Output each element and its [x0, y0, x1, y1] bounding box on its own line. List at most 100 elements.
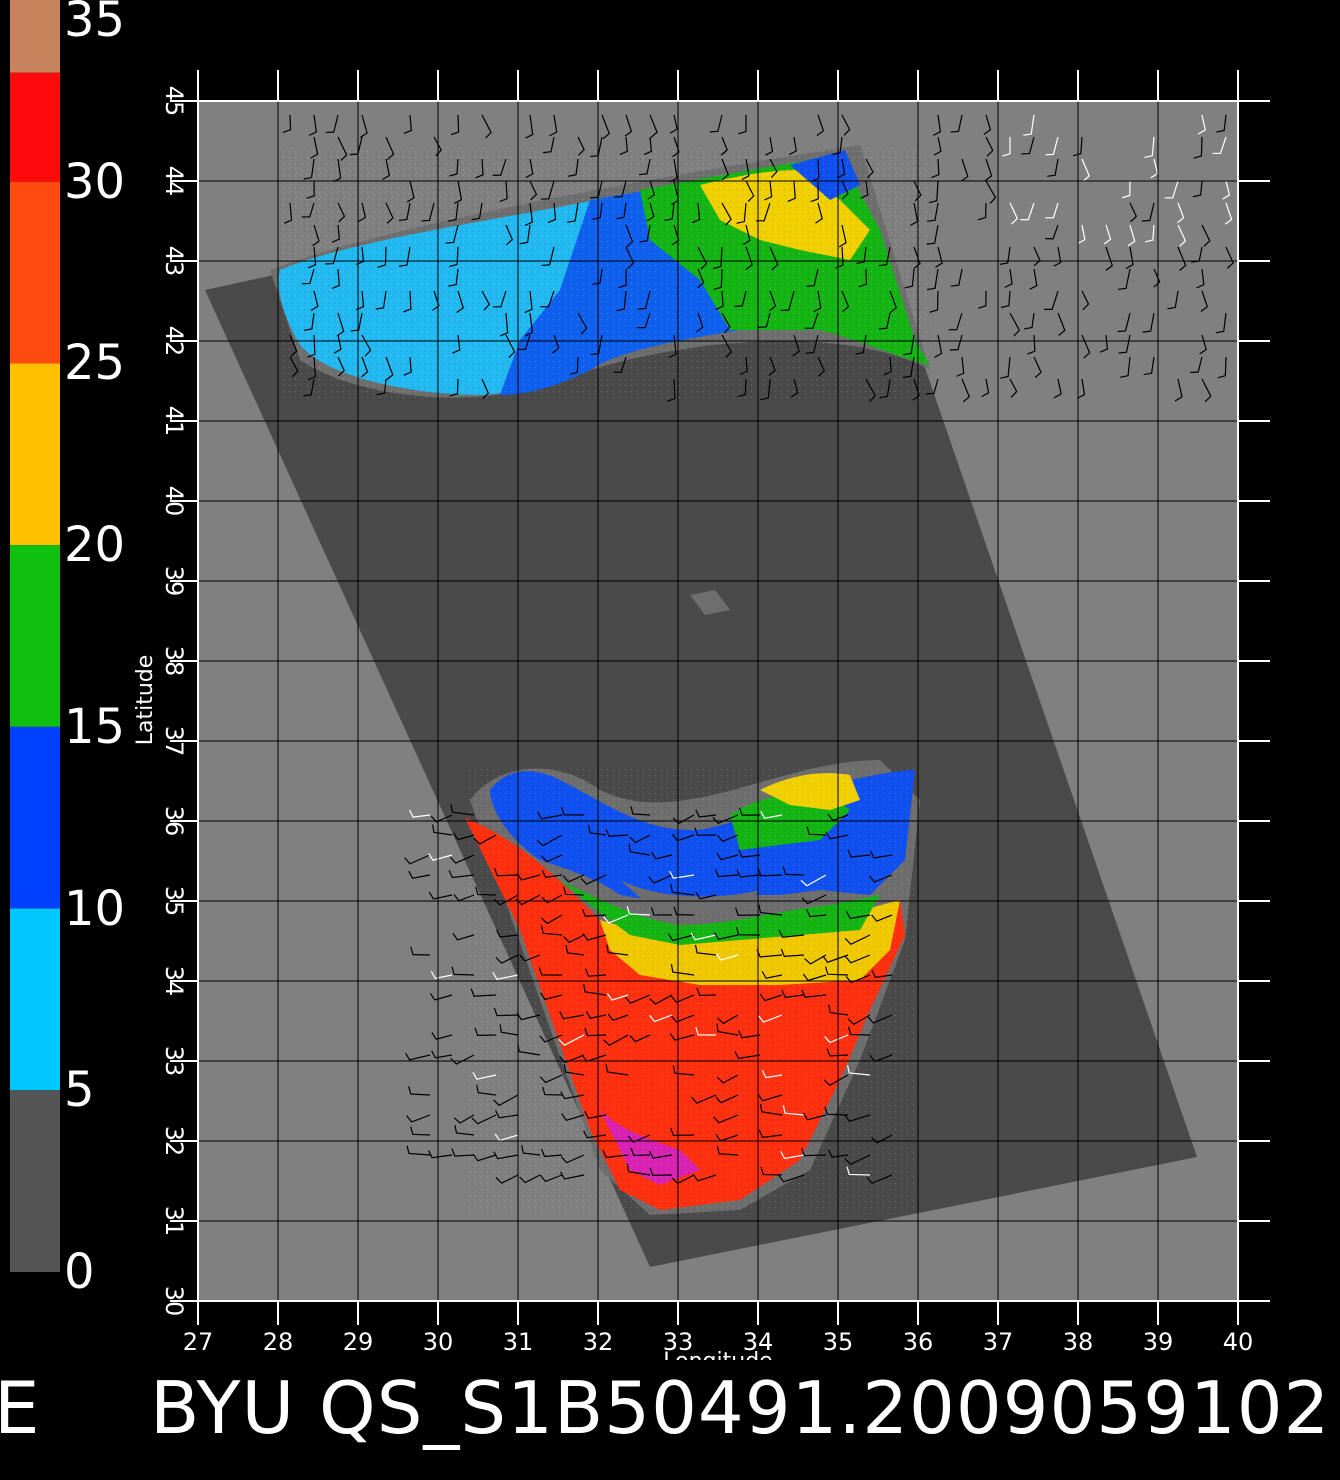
wind-barb	[524, 202, 533, 226]
wind-barb	[1045, 202, 1059, 219]
wind-barb	[977, 202, 987, 221]
wind-barb	[721, 202, 732, 226]
wind-barb	[606, 944, 629, 956]
wind-barb	[879, 378, 891, 399]
wind-barb	[649, 114, 658, 138]
wind-barb	[524, 312, 534, 337]
wind-barb	[449, 246, 459, 268]
colorbar-segment	[10, 72, 60, 182]
wind-barb	[669, 114, 678, 134]
wind-barb	[649, 1167, 673, 1176]
wind-barb	[481, 378, 490, 400]
wind-barb	[428, 891, 453, 900]
longitude-tick-label: 34	[743, 1328, 774, 1356]
wind-barb	[721, 158, 730, 181]
wind-barb	[494, 868, 519, 877]
wind-barbs	[282, 114, 1234, 1185]
wind-barb	[792, 334, 800, 357]
wind-barb	[827, 813, 849, 822]
wind-barb	[760, 1166, 783, 1176]
wind-barb	[949, 334, 963, 351]
wind-barb	[758, 1014, 783, 1023]
longitude-tick-label: 38	[1063, 1328, 1094, 1356]
wind-barb	[474, 1027, 497, 1036]
colorbar-segment	[10, 908, 60, 1091]
wind-barb	[282, 114, 292, 133]
wind-barb	[410, 1126, 431, 1136]
latitude-tick-label: 43	[160, 246, 188, 277]
wind-barb	[473, 834, 497, 845]
wind-barb	[828, 1149, 849, 1158]
wind-barb	[984, 158, 993, 182]
wind-barb	[563, 1064, 585, 1076]
wind-barb	[303, 378, 315, 397]
wind-barb	[540, 914, 563, 925]
wind-barb	[638, 158, 651, 176]
wind-barb	[778, 929, 805, 938]
wind-barb	[536, 834, 563, 847]
wind-barb	[961, 378, 971, 403]
wind-barb	[878, 312, 891, 330]
wind-barb	[1222, 180, 1231, 200]
wind-barb	[429, 992, 453, 1001]
wind-barb	[806, 268, 819, 287]
wind-barb	[696, 987, 717, 997]
wind-barb	[860, 180, 869, 199]
wind-barb	[1081, 158, 1090, 182]
wind-barb	[948, 312, 963, 331]
wind-barb	[1164, 180, 1179, 199]
wind-barb	[289, 334, 298, 357]
wind-barb	[577, 312, 588, 335]
wind-barb	[672, 834, 695, 842]
wind-barb	[613, 356, 627, 373]
wind-barb	[712, 814, 739, 824]
axis-ticks	[170, 70, 1270, 1325]
wind-barb	[337, 202, 346, 223]
wind-barb	[871, 969, 893, 978]
wind-barb	[398, 202, 411, 222]
wind-barb	[541, 869, 563, 878]
latitude-tick-label: 41	[160, 406, 188, 437]
wind-barb	[358, 202, 367, 222]
wind-barb	[768, 356, 776, 376]
wind-barb	[289, 356, 299, 378]
wind-barb	[1141, 202, 1155, 222]
wind-barb	[761, 970, 783, 979]
wind-barb	[756, 202, 771, 222]
wind-barb	[1077, 378, 1086, 399]
wind-barb	[471, 202, 483, 221]
wind-barb	[1125, 246, 1134, 269]
wind-barb	[560, 1091, 585, 1100]
wind-barb	[331, 224, 340, 243]
colorbar-segment	[10, 1090, 60, 1272]
wind-barb	[758, 312, 771, 328]
wind-barb	[283, 202, 293, 224]
wind-barb	[1103, 224, 1112, 245]
wind-barb	[999, 246, 1011, 265]
wind-barb	[408, 870, 431, 879]
colorbar-segment	[10, 181, 60, 364]
wind-barb	[495, 1174, 519, 1184]
land-feature-2	[620, 880, 760, 915]
wind-barb	[758, 1129, 783, 1138]
wind-barb	[333, 158, 342, 183]
wind-barb	[639, 224, 651, 243]
colorbar-label: 5	[64, 1062, 95, 1119]
wind-barb	[331, 268, 340, 290]
wind-barb	[1224, 202, 1233, 225]
wind-barb	[643, 136, 653, 156]
latitude-tick-label: 45	[160, 86, 188, 117]
wind-barb	[450, 1054, 475, 1065]
wind-barb	[871, 1134, 893, 1144]
wind-barb	[1105, 246, 1113, 271]
wind-barb	[1002, 136, 1011, 157]
wind-barb	[787, 180, 796, 202]
wind-barb	[541, 246, 555, 267]
wind-barb	[1045, 224, 1059, 240]
wind-barb	[669, 870, 695, 879]
wind-barb	[845, 974, 871, 984]
wind-barb	[454, 1125, 475, 1136]
wind-barb	[715, 1094, 739, 1104]
wind-barb	[637, 290, 651, 310]
wind-barb	[1144, 136, 1155, 159]
